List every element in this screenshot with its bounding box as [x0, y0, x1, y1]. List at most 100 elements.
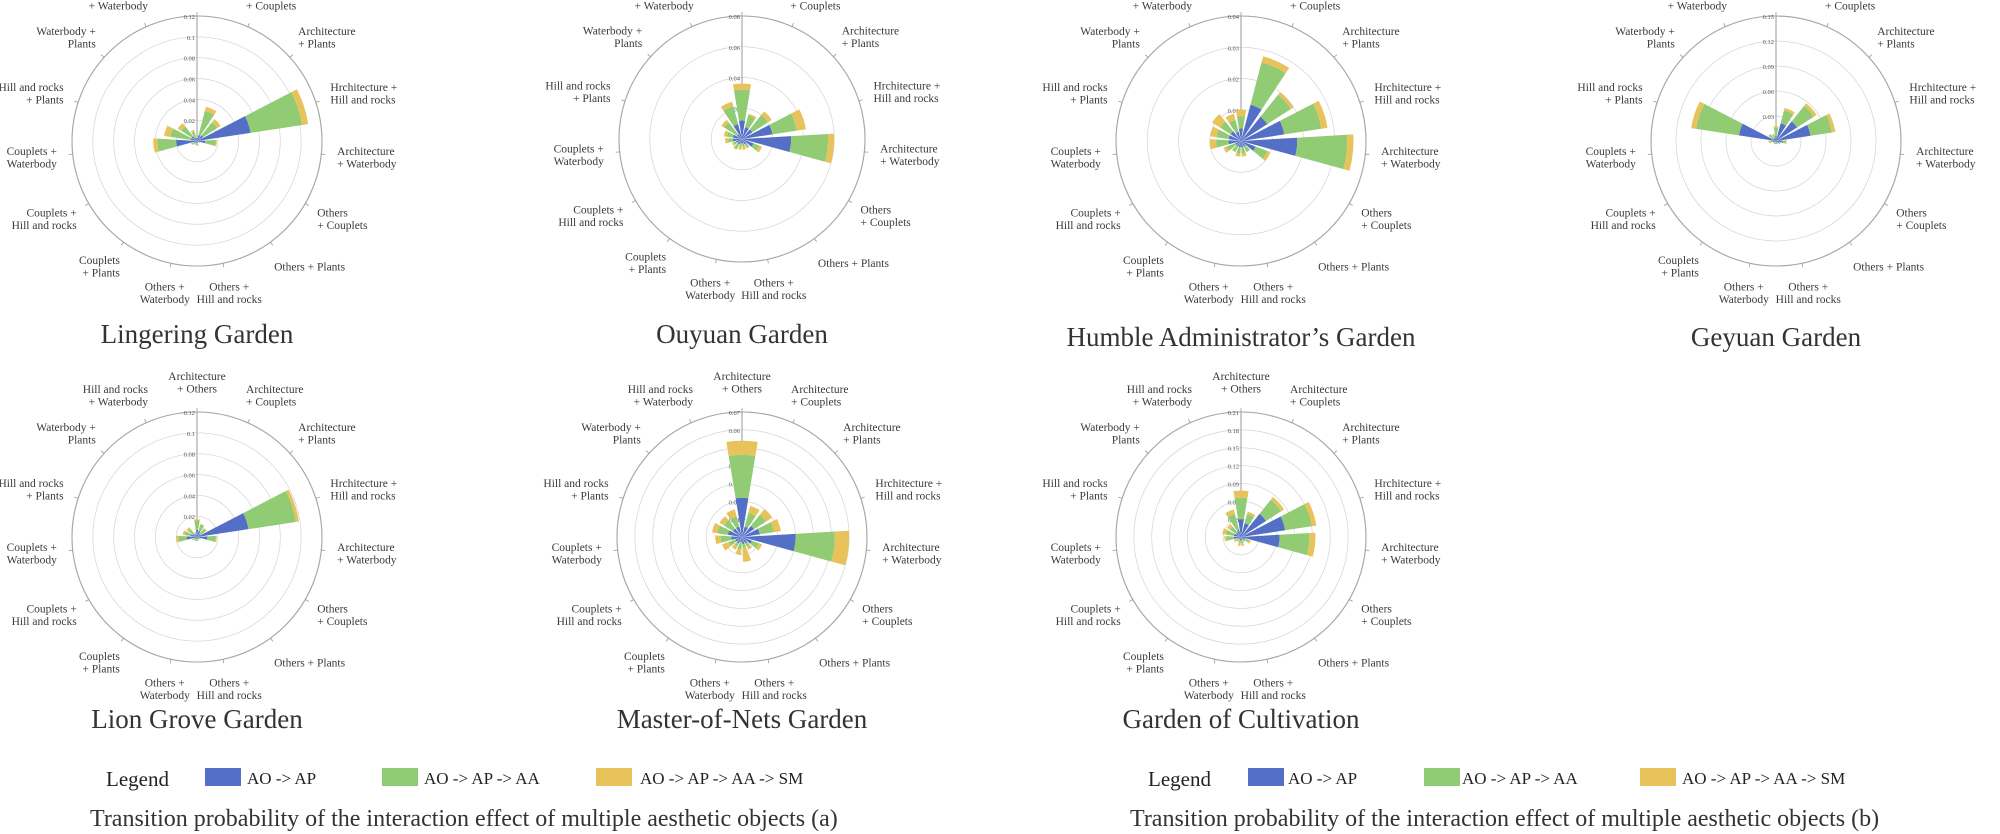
category-label-line: Waterbody +	[1080, 26, 1140, 38]
category-label-line: + Others	[1221, 383, 1262, 395]
category-label-line: Hill and rocks	[628, 384, 694, 396]
bar-ao-ap-aa-sm-architecture-others	[195, 134, 199, 136]
angular-tick	[850, 599, 854, 602]
bar-ao-ap-aa-waterbody-plants	[723, 520, 736, 532]
bar-ao-ap-aa-architecture-others	[1234, 497, 1248, 520]
category-label-line: Couplets +	[7, 146, 57, 158]
radial-tick-label: 0.15	[1228, 446, 1239, 453]
category-label-line: Architecture	[1342, 26, 1399, 38]
radial-tick-label: 0.1	[187, 35, 195, 42]
angular-tick	[1118, 100, 1123, 103]
legend-b-swatch-sm	[1640, 768, 1676, 786]
radial-tick-label: 0.02	[1228, 77, 1239, 84]
bar-ao-ap-aa-architecture-others	[728, 454, 756, 499]
category-label-line: Hill and rocks	[1056, 220, 1122, 232]
bar-ao-ap-others-waterbody	[1238, 141, 1241, 148]
bar-ao-ap-aa-sm-architecture-couplets	[1261, 56, 1290, 74]
category-label-others-couplets: Others + Couplets	[862, 603, 913, 628]
category-label-line: Architecture	[298, 422, 355, 434]
bar-ao-ap-aa-sm-hrchitecture-hill-and-rocks	[1826, 113, 1836, 133]
radial-tick-label: 0.02	[729, 499, 740, 506]
angular-tick	[689, 418, 692, 423]
bar-ao-ap-aa-couplets-hill-and-rocks	[192, 538, 195, 541]
category-label-line: + Plants	[843, 435, 881, 447]
bar-ao-ap-aa-architecture-others	[1236, 116, 1246, 129]
category-label-line: Waterbody	[1051, 554, 1101, 566]
angular-tick	[1291, 22, 1294, 27]
category-label-waterbody-plants: Waterbody + Plants	[36, 26, 96, 51]
bar-ao-ap-aa-couplets-hill-and-rocks	[733, 141, 738, 145]
bar-ao-ap-aa-architecture-couplets	[198, 110, 215, 136]
category-label-line: + Plants	[1661, 268, 1699, 280]
angular-tick	[169, 263, 172, 268]
bar-ao-ap-aa-sm-others-waterbody	[1235, 152, 1241, 157]
category-label-line: + Couplets	[862, 616, 913, 628]
angular-tick	[1164, 637, 1168, 642]
category-label-line: Couplets +	[554, 144, 604, 156]
caption-b: Transition probability of the interactio…	[1130, 806, 1879, 832]
bar-ao-ap-aa-others-waterbody	[737, 541, 742, 550]
bar-ao-ap-aa-architecture-waterbody	[1278, 532, 1310, 556]
angular-tick	[689, 22, 693, 27]
bar-ao-ap-others-plants	[1241, 537, 1243, 540]
category-label-couplets-waterbody: Couplets + Waterbody	[7, 542, 58, 567]
category-label-line: Others +	[1253, 281, 1293, 293]
bar-ao-ap-aa-sm-architecture-waterbody	[215, 535, 217, 543]
category-label-architecture-waterbody: Architecture + Waterbody	[337, 146, 397, 171]
bar-ao-ap-aa-sm-architecture-others	[194, 519, 200, 521]
category-label-line: Plants	[614, 38, 643, 50]
category-label-couplets-plants: Couplets + Plants	[79, 651, 120, 676]
category-label-line: Waterbody	[1184, 690, 1234, 702]
bar-ao-ap-aa-sm-couplets-hill-and-rocks	[1233, 539, 1237, 542]
category-label-line: + Plants	[1070, 94, 1108, 106]
category-label-line: + Couplets	[1361, 616, 1412, 628]
bar-ao-ap-others-couplets	[197, 141, 199, 143]
category-label-line: Hill and rocks	[558, 217, 624, 229]
bar-ao-ap-aa-sm-waterbody-plants	[1212, 114, 1226, 128]
category-label-line: Hill and rocks	[874, 93, 940, 105]
category-label-line: + Couplets	[246, 397, 297, 409]
angular-tick	[1213, 659, 1216, 664]
angular-tick	[815, 637, 819, 642]
bar-ao-ap-architecture-couplets	[742, 127, 749, 139]
category-label-line: Hrchitecture +	[875, 478, 942, 490]
bar-ao-ap-aa-sm-hill-and-rocks-plants	[1691, 101, 1705, 129]
bar-ao-ap-architecture-others	[195, 529, 199, 537]
category-label-line: Plants	[1647, 39, 1676, 51]
category-label-line: Architecture	[882, 542, 939, 554]
bar-ao-ap-aa-sm-waterbody-plants	[177, 123, 186, 131]
bar-ao-ap-waterbody-plants	[1235, 532, 1241, 537]
category-label-line: + Plants	[1342, 435, 1380, 447]
angular-tick	[1349, 203, 1353, 206]
angular-tick	[247, 418, 250, 423]
radial-tick-label: 0.12	[1228, 464, 1239, 471]
bar-ao-ap-aa-sm-couplets-hill-and-rocks	[1223, 146, 1229, 153]
bar-ao-ap-aa-hrchitecture-hill-and-rocks	[1807, 114, 1833, 136]
bar-ao-ap-architecture-others	[735, 497, 749, 537]
bar-ao-ap-aa-hill-and-rocks-waterbody	[194, 532, 197, 536]
legend-b-label-sm: AO -> AP -> AA -> SM	[1682, 769, 1845, 788]
angular-tick	[1213, 263, 1216, 268]
category-label-line: + Plants	[573, 93, 611, 105]
bar-ao-ap-aa-architecture-couplets	[1780, 110, 1794, 126]
bar-ao-ap-aa-sm-architecture-plants	[761, 111, 772, 123]
chart-title-ouyuan-garden: Ouyuan Garden	[656, 319, 828, 349]
category-label-line: Hrchitecture +	[330, 82, 397, 94]
bar-ao-ap-aa-architecture-waterbody	[207, 535, 216, 542]
category-label-others-couplets: Others + Couplets	[1361, 207, 1412, 232]
bar-ao-ap-aa-sm-hrchitecture-hill-and-rocks	[285, 489, 299, 522]
bar-ao-ap-hill-and-rocks-plants	[727, 530, 742, 537]
angular-tick	[289, 450, 294, 454]
bar-ao-ap-aa-sm-others-couplets	[1247, 539, 1252, 544]
bar-ao-ap-aa-sm-architecture-waterbody	[1785, 140, 1787, 144]
category-label-line: Architecture	[791, 384, 848, 396]
radial-tick-label: 0.07	[729, 410, 741, 417]
category-label-line: Couplets +	[572, 603, 622, 615]
category-label-hrchitecture-hill-and-rocks: Hrchitecture + Hill and rocks	[875, 478, 942, 503]
category-label-hill-and-rocks-plants: Hill and rocks + Plants	[0, 82, 64, 107]
chart-title-lion-grove-garden: Lion Grove Garden	[91, 704, 303, 734]
angular-tick	[74, 100, 79, 103]
angular-tick	[813, 238, 817, 242]
category-label-line: Hill and rocks	[1127, 384, 1193, 396]
angular-tick	[247, 22, 250, 27]
